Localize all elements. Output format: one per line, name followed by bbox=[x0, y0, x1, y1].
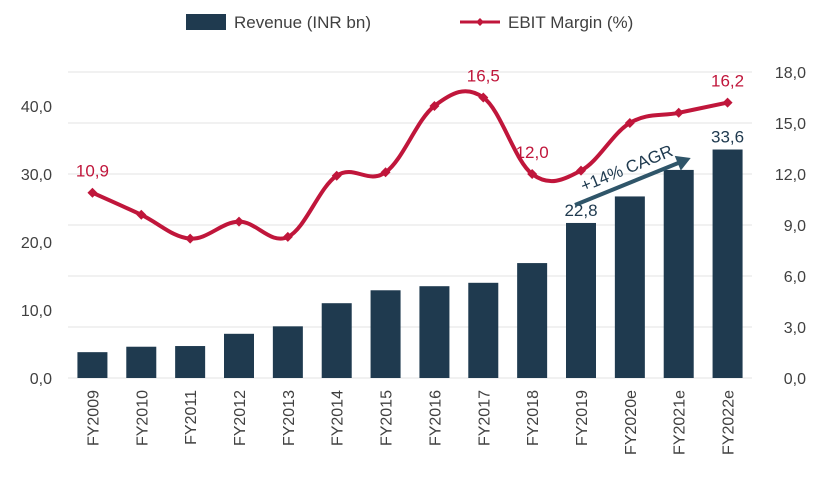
revenue-bar bbox=[614, 196, 645, 378]
ebit-point bbox=[624, 118, 635, 128]
ebit-data-label: 16,5 bbox=[467, 67, 500, 86]
x-axis-ticks: FY2009 FY2010 FY2011 FY2012 FY2013 FY2014 FY20… bbox=[85, 390, 737, 455]
ebit-point bbox=[331, 170, 342, 181]
ebit-point bbox=[87, 187, 98, 198]
right-axis-tick-label: 9,0 bbox=[784, 218, 806, 235]
right-axis-tick-label: 18,0 bbox=[775, 65, 806, 82]
revenue-bar bbox=[468, 282, 499, 378]
revenue-bar bbox=[517, 263, 548, 378]
ebit-data-label: 12,0 bbox=[516, 143, 549, 162]
ebit-data-label: 16,2 bbox=[711, 72, 744, 91]
right-axis-tick-label: 15,0 bbox=[775, 116, 806, 133]
revenue-bar bbox=[272, 326, 303, 378]
data-labels: 10,9 16,5 12,0 16,2 22,8 33,6 bbox=[76, 67, 744, 220]
ebit-point bbox=[673, 107, 684, 118]
x-axis-tick-label: FY2015 bbox=[379, 390, 396, 446]
left-axis-ticks: 0,0 10,0 20,0 30,0 40,0 bbox=[21, 99, 52, 388]
x-axis-tick-label: FY2010 bbox=[134, 390, 151, 446]
revenue-bar bbox=[224, 333, 254, 378]
ebit-point bbox=[136, 209, 147, 220]
revenue-bar bbox=[663, 169, 694, 378]
ebit-point bbox=[429, 101, 440, 111]
left-axis-tick-label: 0,0 bbox=[30, 371, 52, 388]
ebit-point bbox=[478, 92, 489, 103]
legend-revenue-swatch bbox=[186, 14, 226, 30]
revenue-bar bbox=[566, 222, 596, 378]
legend: Revenue (INR bn) EBIT Margin (%) bbox=[186, 13, 633, 32]
cagr-arrow-shaft bbox=[574, 160, 682, 207]
x-axis-tick-label: FY2019 bbox=[574, 390, 591, 446]
x-axis-tick-label: FY2011 bbox=[183, 390, 200, 445]
ebit-point bbox=[527, 169, 538, 179]
ebit-point bbox=[185, 233, 196, 244]
right-axis-tick-label: 12,0 bbox=[775, 167, 806, 184]
ebit-line-path bbox=[91, 89, 728, 241]
cagr-arrow-head bbox=[674, 155, 691, 171]
revenue-bar bbox=[126, 346, 157, 378]
left-axis-tick-label: 40,0 bbox=[21, 99, 52, 116]
x-axis-tick-label: FY2012 bbox=[232, 390, 249, 446]
left-axis-tick-label: 30,0 bbox=[21, 167, 52, 184]
left-axis-tick-label: 10,0 bbox=[21, 303, 52, 320]
ebit-data-label: 10,9 bbox=[76, 162, 109, 181]
x-axis-tick-label: FY2009 bbox=[85, 390, 102, 446]
revenue-bar bbox=[321, 303, 352, 378]
revenue-bar bbox=[77, 352, 108, 378]
ebit-point bbox=[234, 216, 244, 227]
x-axis-tick-label: FY2022e bbox=[721, 390, 738, 455]
revenue-bar bbox=[175, 346, 206, 378]
x-axis-tick-label: FY2014 bbox=[330, 390, 347, 446]
ebit-point bbox=[722, 97, 733, 108]
gridlines bbox=[68, 71, 752, 379]
right-axis-tick-label: 3,0 bbox=[784, 320, 806, 337]
x-axis-tick-label: FY2020e bbox=[623, 390, 640, 455]
x-axis-tick-label: FY2013 bbox=[281, 390, 298, 446]
right-axis-tick-label: 0,0 bbox=[784, 371, 806, 388]
ebit-point bbox=[380, 167, 391, 178]
ebit-point bbox=[282, 231, 293, 242]
legend-revenue-label: Revenue (INR bn) bbox=[234, 13, 371, 32]
revenue-data-label: 22,8 bbox=[564, 201, 597, 220]
x-axis-tick-label: FY2018 bbox=[525, 390, 542, 446]
x-axis-tick-label: FY2017 bbox=[476, 390, 493, 446]
revenue-bars bbox=[77, 149, 743, 378]
left-axis-tick-label: 20,0 bbox=[21, 235, 52, 252]
revenue-bar bbox=[419, 286, 450, 378]
legend-ebit-label: EBIT Margin (%) bbox=[508, 13, 633, 32]
ebit-margin-line bbox=[87, 89, 733, 244]
right-axis-ticks: 0,0 3,0 6,0 9,0 12,0 15,0 18,0 bbox=[775, 65, 806, 388]
x-axis-tick-label: FY2021e bbox=[672, 390, 689, 455]
revenue-bar bbox=[370, 290, 401, 378]
x-axis-tick-label: FY2016 bbox=[427, 390, 444, 446]
revenue-data-label: 33,6 bbox=[711, 128, 744, 147]
right-axis-tick-label: 6,0 bbox=[784, 269, 806, 286]
revenue-bar bbox=[712, 149, 743, 378]
legend-ebit-marker bbox=[476, 18, 484, 26]
ebit-point bbox=[576, 165, 586, 176]
